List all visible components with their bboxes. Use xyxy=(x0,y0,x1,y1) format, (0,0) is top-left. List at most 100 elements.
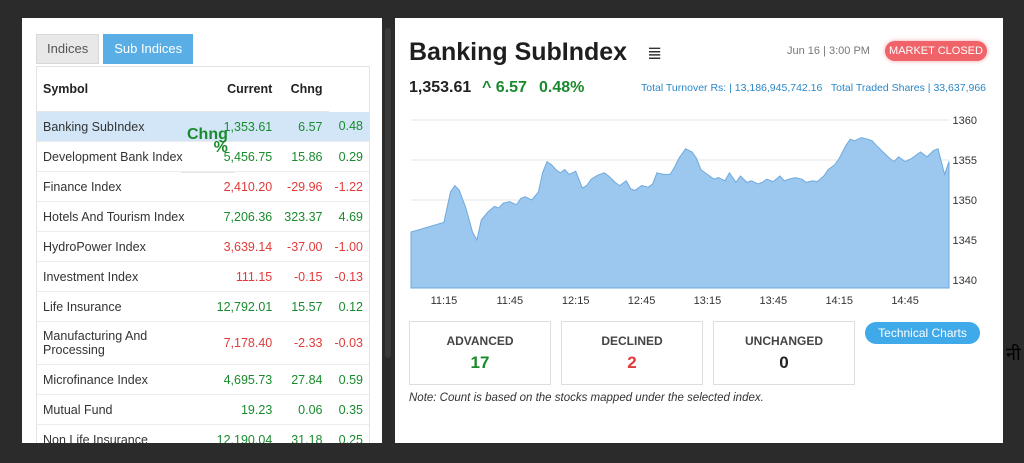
row-change: 27.84 xyxy=(278,364,329,395)
table-row[interactable]: Development Bank Index 5,456.75 15.86 0.29 xyxy=(37,141,369,172)
index-detail-panel: Banking SubIndex ≣ Jun 16 | 3:00 PM MARK… xyxy=(395,18,1003,443)
advanced-stat-box: ADVANCED 17 xyxy=(409,321,551,385)
header-chng-pct-line1: Chng xyxy=(187,126,228,143)
row-change-percent: 0.12 xyxy=(328,291,369,322)
row-change: 15.86 xyxy=(278,141,329,172)
market-status-badge: MARKET CLOSED xyxy=(885,41,987,61)
row-current: 111.15 xyxy=(210,261,279,292)
x-tick-label: 11:45 xyxy=(496,295,523,307)
table-row[interactable]: Life Insurance 12,792.01 15.57 0.12 xyxy=(37,291,369,322)
y-tick-label: 1350 xyxy=(953,195,977,207)
row-current: 12,792.01 xyxy=(210,291,279,322)
table-body: Banking SubIndex 1,353.61 6.57 0.48 Developm… xyxy=(37,111,369,443)
row-change-percent: 0.25 xyxy=(328,424,369,443)
table-row[interactable]: Hotels And Tourism Index 7,206.36 323.37 4.… xyxy=(37,201,369,232)
market-datetime: Jun 16 | 3:00 PM xyxy=(787,45,870,57)
row-current: 7,178.40 xyxy=(210,321,279,365)
row-change-percent: -1.00 xyxy=(328,231,369,262)
row-change-percent: 0.29 xyxy=(328,141,369,172)
page-title: Banking SubIndex xyxy=(409,38,628,66)
row-current: 5,456.75 xyxy=(210,141,279,172)
unchanged-value: 0 xyxy=(779,353,789,372)
index-tabs: Indices Sub Indices xyxy=(36,34,194,64)
x-tick-label: 13:15 xyxy=(694,295,722,307)
row-symbol: Non Life Insurance xyxy=(37,424,211,443)
table-row[interactable]: Banking SubIndex 1,353.61 6.57 0.48 xyxy=(37,111,369,142)
row-change-percent: -1.22 xyxy=(328,171,369,202)
sub-indices-table: Symbol Current Chng Chng% Banking SubInd… xyxy=(36,66,370,443)
x-tick-label: 14:15 xyxy=(825,295,853,307)
row-change-percent: -0.03 xyxy=(328,321,369,365)
table-row[interactable]: HydroPower Index 3,639.14 -37.00 -1.00 xyxy=(37,231,369,262)
row-symbol: Life Insurance xyxy=(37,291,211,322)
y-tick-label: 1345 xyxy=(953,235,977,247)
index-change: ^ 6.57 xyxy=(482,79,527,97)
index-change-percent: 0.48% xyxy=(539,79,585,96)
row-change: -2.33 xyxy=(278,321,329,365)
header-chng-pct[interactable]: Chng% xyxy=(181,126,234,173)
header-chng[interactable]: Chng xyxy=(278,67,329,112)
declined-stat-box: DECLINED 2 xyxy=(561,321,703,385)
row-symbol: Development Bank Index xyxy=(37,141,211,172)
unchanged-stat-box: UNCHANGED 0 xyxy=(713,321,855,385)
price-chart[interactable]: 1340 1345 1350 1355 1360 11:15 11:45 12:15 12:4… xyxy=(409,104,989,316)
x-tick-label: 13:45 xyxy=(760,295,788,307)
row-change: -29.96 xyxy=(278,171,329,202)
advanced-value: 17 xyxy=(470,353,490,372)
y-tick-label: 1360 xyxy=(953,115,977,127)
row-current: 7,206.36 xyxy=(210,201,279,232)
table-row[interactable]: Manufacturing And Processing 7,178.40 -2.3… xyxy=(37,321,369,365)
row-change-percent: 0.48 xyxy=(328,111,369,142)
row-symbol: Finance Index xyxy=(37,171,211,202)
tab-sub-indices[interactable]: Sub Indices xyxy=(103,34,194,64)
header-symbol[interactable]: Symbol xyxy=(37,67,211,112)
x-tick-label: 11:15 xyxy=(431,295,458,307)
stock-count-note: Note: Count is based on the stocks mappe… xyxy=(409,392,764,404)
table-row[interactable]: Finance Index 2,410.20 -29.96 -1.22 xyxy=(37,171,369,202)
table-header-row: Symbol Current Chng Chng% xyxy=(37,67,369,173)
table-row[interactable]: Microfinance Index 4,695.73 27.84 0.59 xyxy=(37,364,369,395)
row-change: 323.37 xyxy=(278,201,329,232)
x-tick-label: 14:45 xyxy=(891,295,919,307)
row-symbol: Manufacturing And Processing xyxy=(37,321,211,365)
row-symbol: Hotels And Tourism Index xyxy=(37,201,211,232)
row-change: -0.15 xyxy=(278,261,329,292)
row-change-percent: 0.59 xyxy=(328,364,369,395)
index-price: 1,353.61 xyxy=(409,79,472,96)
row-current: 3,639.14 xyxy=(210,231,279,262)
technical-charts-button[interactable]: Technical Charts xyxy=(865,322,980,344)
indices-panel: Indices Sub Indices Symbol Current Chng … xyxy=(22,18,382,443)
total-turnover: Total Turnover Rs: | 13,186,945,742.16 xyxy=(641,82,823,94)
row-change-percent: 0.35 xyxy=(328,394,369,425)
row-change: 31.18 xyxy=(278,424,329,443)
turnover-info: Total Turnover Rs: | 13,186,945,742.16 T… xyxy=(641,82,986,94)
index-change-value: 6.57 xyxy=(495,79,527,96)
declined-value: 2 xyxy=(627,353,637,372)
y-axis-ticks: 1340 1345 1350 1355 1360 xyxy=(953,115,977,287)
row-current: 4,695.73 xyxy=(210,364,279,395)
table-row[interactable]: Investment Index 111.15 -0.15 -0.13 xyxy=(37,261,369,292)
unchanged-label: UNCHANGED xyxy=(745,334,823,348)
row-current: 12,190.04 xyxy=(210,424,279,443)
header-chng-pct-line2: % xyxy=(213,139,228,156)
scrollbar-thumb[interactable] xyxy=(385,28,391,358)
row-change-percent: -0.13 xyxy=(328,261,369,292)
x-tick-label: 12:45 xyxy=(628,295,656,307)
y-tick-label: 1340 xyxy=(953,275,977,287)
row-symbol: Investment Index xyxy=(37,261,211,292)
header-current[interactable]: Current xyxy=(210,67,279,112)
row-symbol: Microfinance Index xyxy=(37,364,211,395)
table-row[interactable]: Mutual Fund 19.23 0.06 0.35 xyxy=(37,394,369,425)
row-change-percent: 4.69 xyxy=(328,201,369,232)
declined-label: DECLINED xyxy=(601,334,663,348)
menu-icon[interactable]: ≣ xyxy=(647,43,663,63)
advanced-label: ADVANCED xyxy=(446,334,514,348)
up-arrow-icon: ^ xyxy=(482,79,492,96)
row-change: 0.06 xyxy=(278,394,329,425)
x-axis-ticks: 11:15 11:45 12:15 12:45 13:15 13:45 14:15 14:45 xyxy=(431,295,919,307)
x-tick-label: 12:15 xyxy=(562,295,590,307)
price-area-series xyxy=(410,137,950,289)
tab-indices[interactable]: Indices xyxy=(36,34,100,64)
table-row[interactable]: Non Life Insurance 12,190.04 31.18 0.25 xyxy=(37,424,369,443)
y-tick-label: 1355 xyxy=(953,155,977,167)
